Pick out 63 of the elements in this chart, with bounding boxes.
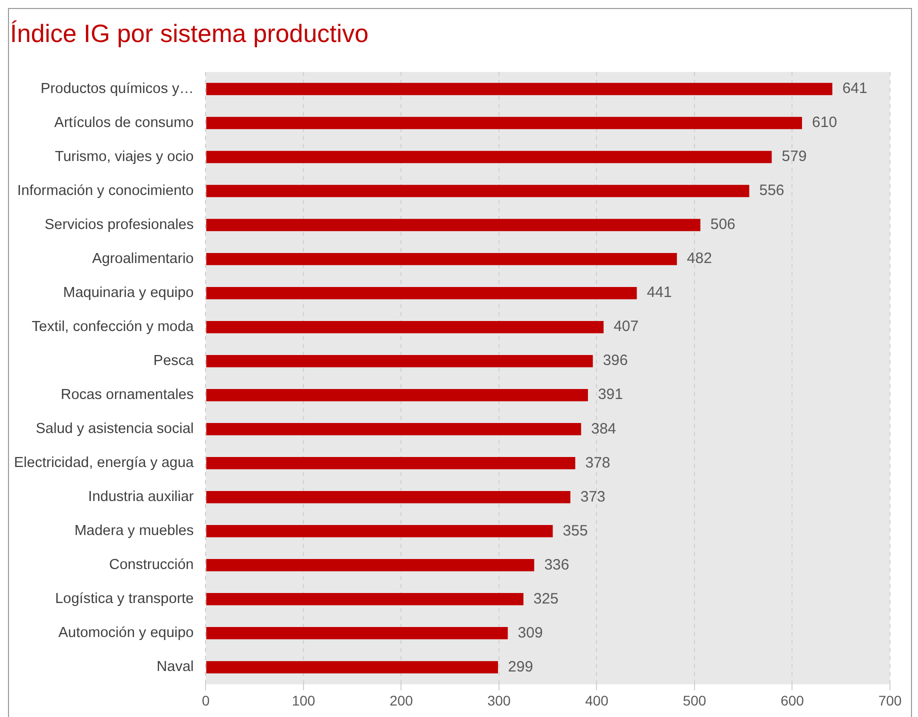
data-label: 506 [710, 216, 736, 234]
bar [206, 388, 588, 402]
bar [206, 150, 772, 164]
y-tick-label: Construcción [109, 557, 194, 574]
y-tick-label: Textil, confección y moda [32, 319, 195, 336]
bar [206, 218, 700, 232]
y-tick-label: Pesca [153, 353, 195, 370]
data-label: 441 [646, 284, 672, 302]
x-tick-label: 200 [390, 692, 414, 708]
chart-title: Índice IG por sistema productivo [10, 20, 368, 48]
bar [206, 354, 593, 368]
data-label: 325 [533, 590, 558, 608]
bar [206, 491, 570, 504]
y-tick-label: Naval [156, 659, 194, 676]
y-tick-label: Turismo, viajes y ocio [54, 149, 194, 166]
y-tick-label: Información y conocimiento [17, 183, 194, 200]
x-tick-label: 700 [878, 692, 902, 708]
data-label: 556 [759, 182, 784, 200]
data-label: 610 [812, 114, 838, 132]
x-tick-label: 500 [682, 692, 706, 708]
bar [206, 593, 524, 606]
y-tick-label: Productos químicos y… [40, 81, 194, 98]
bar [206, 116, 802, 130]
x-tick-label: 0 [202, 692, 210, 708]
data-label: 309 [518, 624, 543, 642]
data-label: 378 [585, 454, 610, 472]
bar [206, 320, 604, 334]
y-tick-label: Salud y asistencia social [36, 421, 194, 438]
x-tick-label: 600 [780, 692, 804, 708]
data-label: 355 [562, 522, 588, 540]
bar [206, 184, 750, 198]
data-label: 384 [591, 420, 616, 438]
y-tick-label: Madera y muebles [74, 523, 194, 540]
y-tick-label: Logística y transporte [55, 591, 194, 608]
bar [206, 661, 498, 674]
y-tick-label: Electricidad, energía y agua [14, 455, 195, 472]
bar [206, 559, 534, 572]
data-label: 299 [508, 658, 534, 676]
data-label: 336 [544, 556, 570, 574]
x-tick-label: 400 [585, 692, 609, 708]
data-label: 391 [598, 386, 623, 404]
data-label: 579 [782, 148, 807, 166]
y-tick-label: Agroalimentario [92, 251, 194, 268]
bar [206, 525, 553, 538]
bar [206, 422, 582, 436]
data-label: 407 [614, 318, 639, 336]
bar [206, 82, 832, 96]
bar [206, 627, 508, 640]
y-tick-label: Artículos de consumo [54, 115, 194, 132]
data-label: 641 [842, 80, 868, 98]
y-tick-label: Servicios profesionales [44, 217, 194, 234]
data-label: 482 [686, 250, 712, 268]
data-label: 396 [602, 352, 628, 370]
y-tick-label: Industria auxiliar [88, 489, 194, 506]
bar [206, 252, 677, 266]
x-tick-label: 100 [292, 692, 316, 708]
x-tick-label: 300 [487, 692, 511, 708]
bar [206, 286, 637, 300]
data-label: 373 [580, 488, 606, 506]
y-tick-label: Rocas ornamentales [60, 387, 194, 404]
y-tick-label: Automoción y equipo [58, 625, 194, 642]
y-tick-label: Maquinaria y equipo [63, 285, 194, 302]
bar [206, 457, 576, 470]
